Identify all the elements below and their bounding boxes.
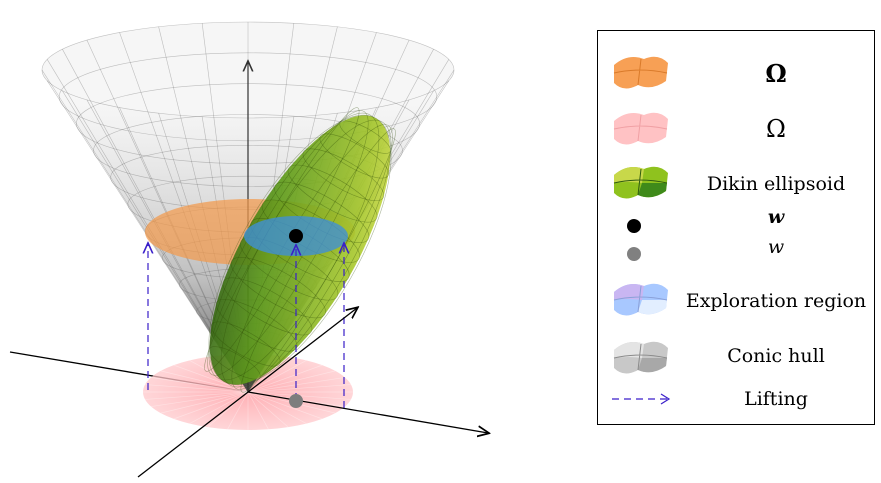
ellipsoid-legend-icon xyxy=(613,166,668,199)
conic-hull-legend-icon xyxy=(613,341,668,374)
lifting-arrows xyxy=(148,244,344,408)
legend-label-w: w xyxy=(767,236,785,258)
axis-x-front xyxy=(247,391,488,433)
omega-legend-icon xyxy=(613,112,668,145)
legend-label-w-bold: w xyxy=(767,206,785,228)
legend: Ω Ω Dikin ellipsoid w w Exploration regi… xyxy=(597,30,875,425)
legend-label-exploration: Exploration region xyxy=(685,290,867,312)
point-lifted-w xyxy=(289,229,303,243)
axis-y xyxy=(137,308,357,478)
point-w-legend-icon xyxy=(627,219,641,233)
omega-bold-legend-icon xyxy=(613,56,668,89)
point-w-base-legend-icon xyxy=(627,247,641,261)
point-base-w xyxy=(289,394,303,408)
lifting-legend-icon xyxy=(612,393,671,405)
legend-label-omega-bold: Ω xyxy=(765,59,787,88)
legend-label-lifting: Lifting xyxy=(744,388,808,410)
legend-label-omega: Ω xyxy=(766,115,786,143)
legend-label-conic-hull: Conic hull xyxy=(727,345,825,367)
legend-label-dikin: Dikin ellipsoid xyxy=(706,173,846,195)
exploration-legend-icon xyxy=(613,283,668,316)
